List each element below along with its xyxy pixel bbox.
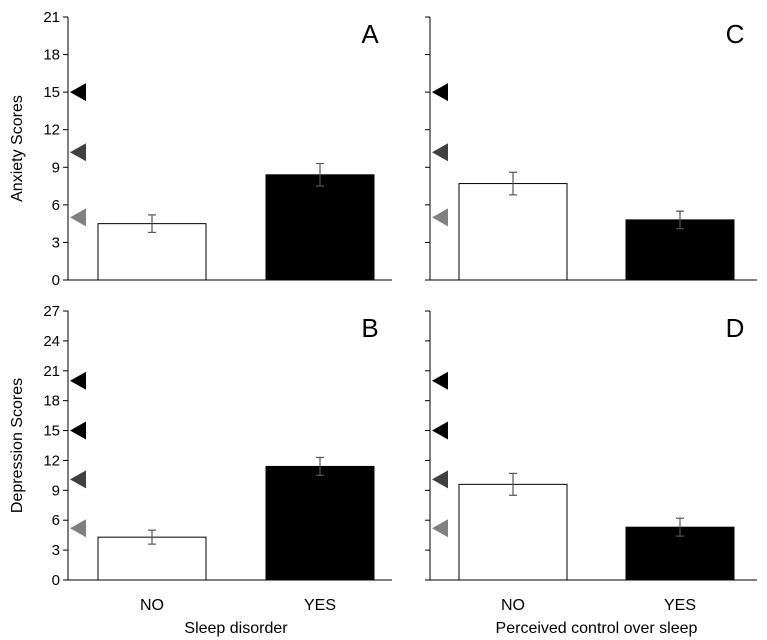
panel-b-y-axis-title: Depression Scores [9, 378, 26, 513]
panel-c-threshold-marker [432, 208, 448, 227]
panel-b-threshold-marker [70, 371, 86, 390]
panel-b-threshold-marker [70, 421, 86, 440]
panel-d-letter: D [726, 313, 745, 343]
panel-a-threshold-marker [70, 143, 86, 162]
panel-c-threshold-marker [432, 83, 448, 102]
panel-b-y-tick-label: 9 [52, 482, 60, 499]
panel-b-threshold-marker [70, 519, 86, 538]
panel-d-x-axis-title: Perceived control over sleep [496, 620, 698, 637]
panel-d-category-label: YES [664, 597, 696, 614]
panel-b-y-tick-label: 24 [43, 333, 60, 350]
panel-a-y-tick-label: 21 [43, 9, 60, 26]
panel-d-category-label: NO [501, 597, 525, 614]
panel-b-y-tick-label: 18 [43, 393, 60, 410]
panel-a-y-tick-label: 6 [52, 197, 60, 214]
panel-a-letter: A [361, 19, 379, 49]
panel-c-letter: C [726, 19, 745, 49]
panel-a-y-tick-label: 12 [43, 122, 60, 139]
panel-d-threshold-marker [432, 421, 448, 440]
panel-a-y-tick-label: 3 [52, 234, 60, 251]
panel-c-threshold-marker [432, 143, 448, 162]
panel-b-category-label: NO [140, 597, 164, 614]
panel-b-threshold-marker [70, 470, 86, 489]
panel-a-y-tick-label: 9 [52, 159, 60, 176]
panel-c-bar-yes [625, 219, 735, 281]
panel-a-bar-yes [265, 174, 375, 281]
panel-d-threshold-marker [432, 470, 448, 489]
panel-b-category-label: YES [304, 597, 336, 614]
panel-a-threshold-marker [70, 208, 86, 227]
panel-a-y-tick-label: 15 [43, 84, 60, 101]
panel-b-y-tick-label: 27 [43, 303, 60, 320]
panel-b-y-tick-label: 12 [43, 452, 60, 469]
panel-b-y-tick-label: 15 [43, 423, 60, 440]
panel-d-threshold-marker [432, 371, 448, 390]
panel-a-y-axis-title: Anxiety Scores [9, 95, 26, 202]
panel-c-bar-no [458, 183, 568, 281]
panel-a-y-tick-label: 0 [52, 272, 60, 289]
panel-d-threshold-marker [432, 519, 448, 538]
panel-b-x-axis-title: Sleep disorder [184, 620, 288, 637]
panel-b-y-tick-label: 3 [52, 542, 60, 559]
panel-b-bar-yes [265, 465, 375, 581]
panel-a-y-tick-label: 18 [43, 47, 60, 64]
panel-b-y-tick-label: 21 [43, 363, 60, 380]
panel-b-y-tick-label: 0 [52, 572, 60, 589]
panel-b-y-tick-label: 6 [52, 512, 60, 529]
panel-b-letter: B [361, 313, 378, 343]
panel-a-threshold-marker [70, 83, 86, 102]
panel-d-bar-no [458, 483, 568, 581]
